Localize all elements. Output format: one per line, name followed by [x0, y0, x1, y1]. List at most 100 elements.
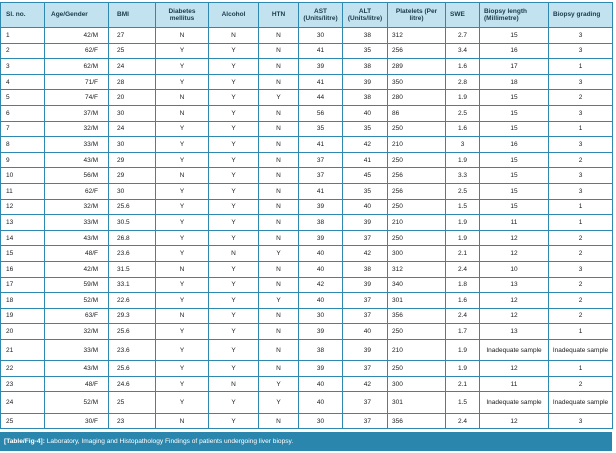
table-cell: Y — [208, 323, 259, 340]
table-cell: Y — [155, 136, 209, 153]
column-header: Biopsy grading — [548, 2, 613, 28]
table-cell: 23 — [108, 412, 156, 430]
table-cell: Y — [258, 245, 299, 262]
table-row: 5 74/F 20 N Y Y 44 38 280 1.9 15 2 — [0, 89, 613, 106]
table-cell: 1.9 — [445, 338, 480, 362]
table-cell: 12 — [479, 307, 549, 325]
table-cell: Y — [208, 89, 259, 106]
table-cell: 38 — [342, 58, 388, 75]
table-cell: N — [155, 307, 209, 325]
table-cell: 250 — [387, 198, 446, 216]
table-cell: 1.9 — [445, 229, 480, 247]
table-cell: 39 — [342, 73, 388, 91]
table-cell: 3 — [548, 182, 613, 200]
table-cell: 3 — [548, 104, 613, 122]
table-cell: 16 — [479, 136, 549, 153]
table-cell: 32/M — [44, 198, 109, 216]
table-cell: 42 — [342, 245, 388, 262]
table-row: 2 62/F 25 Y Y N 41 35 256 3.4 16 3 — [0, 42, 613, 60]
table-cell: 1.9 — [445, 151, 480, 169]
table-cell: N — [258, 229, 299, 247]
table-cell: 27 — [108, 27, 156, 44]
table-cell: Y — [208, 307, 259, 325]
table-cell: 41 — [342, 151, 388, 169]
table-cell: 12 — [479, 245, 549, 262]
table-cell: 3 — [548, 73, 613, 91]
table-cell: 33.1 — [108, 276, 156, 294]
table-caption: [Table/Fig-4]: Laboratory, Imaging and H… — [0, 432, 612, 451]
table-cell: 37 — [342, 412, 388, 430]
table-cell: N — [258, 151, 299, 169]
table-cell: 39 — [298, 58, 343, 75]
table-row: 17 59/M 33.1 Y Y N 42 39 340 1.8 13 2 — [0, 276, 613, 294]
table-cell: N — [208, 375, 259, 393]
table-cell: 40 — [298, 375, 343, 393]
table-cell: 14 — [0, 229, 45, 247]
table-cell: 15 — [479, 198, 549, 216]
table-cell: 1 — [548, 360, 613, 377]
table-cell: 1.9 — [445, 89, 480, 106]
table-cell: 2 — [548, 276, 613, 294]
table-cell: 6 — [0, 104, 45, 122]
table-cell: 37 — [342, 391, 388, 414]
table-cell: 42 — [298, 276, 343, 294]
table-cell: Y — [258, 89, 299, 106]
table-cell: Y — [208, 120, 259, 138]
table-cell: 210 — [387, 338, 446, 362]
table-cell: 2.8 — [445, 73, 480, 91]
table-cell: 40 — [342, 323, 388, 340]
table-cell: 3 — [548, 412, 613, 430]
table-cell: 25.6 — [108, 198, 156, 216]
table-cell: 3 — [0, 58, 45, 75]
table-cell: 16 — [479, 42, 549, 60]
table-cell: N — [258, 120, 299, 138]
table-row: 8 33/M 30 Y Y N 41 42 210 3 16 3 — [0, 136, 613, 153]
table-cell: 30 — [298, 27, 343, 44]
table-row: 22 43/M 25.6 Y Y N 39 37 250 1.9 12 1 — [0, 360, 613, 377]
table-cell: 312 — [387, 260, 446, 278]
table-cell: Y — [208, 276, 259, 294]
table-cell: 43/M — [44, 151, 109, 169]
table-cell: 30 — [108, 136, 156, 153]
table-cell: 20 — [0, 323, 45, 340]
table-cell: Y — [208, 151, 259, 169]
table-cell: 15 — [479, 104, 549, 122]
table-cell: 2 — [548, 151, 613, 169]
table-cell: Y — [208, 260, 259, 278]
table-header: Sl. no. Age/Gender BMI Diabetes mellitus Alc… — [0, 2, 613, 28]
table-cell: 2 — [548, 245, 613, 262]
table-row: 20 32/M 25.6 Y Y N 39 40 250 1.7 13 1 — [0, 323, 613, 340]
table-cell: 301 — [387, 391, 446, 414]
table-cell: 210 — [387, 136, 446, 153]
table-cell: 1.7 — [445, 323, 480, 340]
table-cell: N — [155, 27, 209, 44]
table-cell: N — [208, 245, 259, 262]
table-cell: N — [258, 58, 299, 75]
table-cell: 22.6 — [108, 292, 156, 309]
table-cell: Y — [155, 245, 209, 262]
table-cell: 2.5 — [445, 182, 480, 200]
table-cell: 15 — [479, 167, 549, 184]
table-cell: N — [258, 338, 299, 362]
table-cell: 18 — [479, 73, 549, 91]
table-cell: 2.4 — [445, 307, 480, 325]
table-cell: 20 — [108, 89, 156, 106]
table-cell: 45 — [342, 167, 388, 184]
table-cell: 1 — [548, 58, 613, 75]
table-cell: 301 — [387, 292, 446, 309]
table-cell: 32/M — [44, 323, 109, 340]
table-cell: N — [258, 73, 299, 91]
table-cell: 40 — [298, 245, 343, 262]
table-cell: 28 — [108, 73, 156, 91]
table-row: 13 33/M 30.5 Y Y N 38 39 210 1.9 11 1 — [0, 214, 613, 231]
table-cell: N — [155, 412, 209, 430]
table-cell: Y — [155, 323, 209, 340]
table-row: 18 52/M 22.6 Y Y Y 40 37 301 1.6 12 2 — [0, 292, 613, 309]
table-cell: 250 — [387, 229, 446, 247]
table-cell: 43/M — [44, 229, 109, 247]
table-cell: Y — [208, 292, 259, 309]
table-row: 21 33/M 23.6 Y Y N 38 39 210 1.9 Inadequate sample… — [0, 338, 613, 362]
column-header: HTN — [258, 2, 299, 28]
table-cell: 5 — [0, 89, 45, 106]
